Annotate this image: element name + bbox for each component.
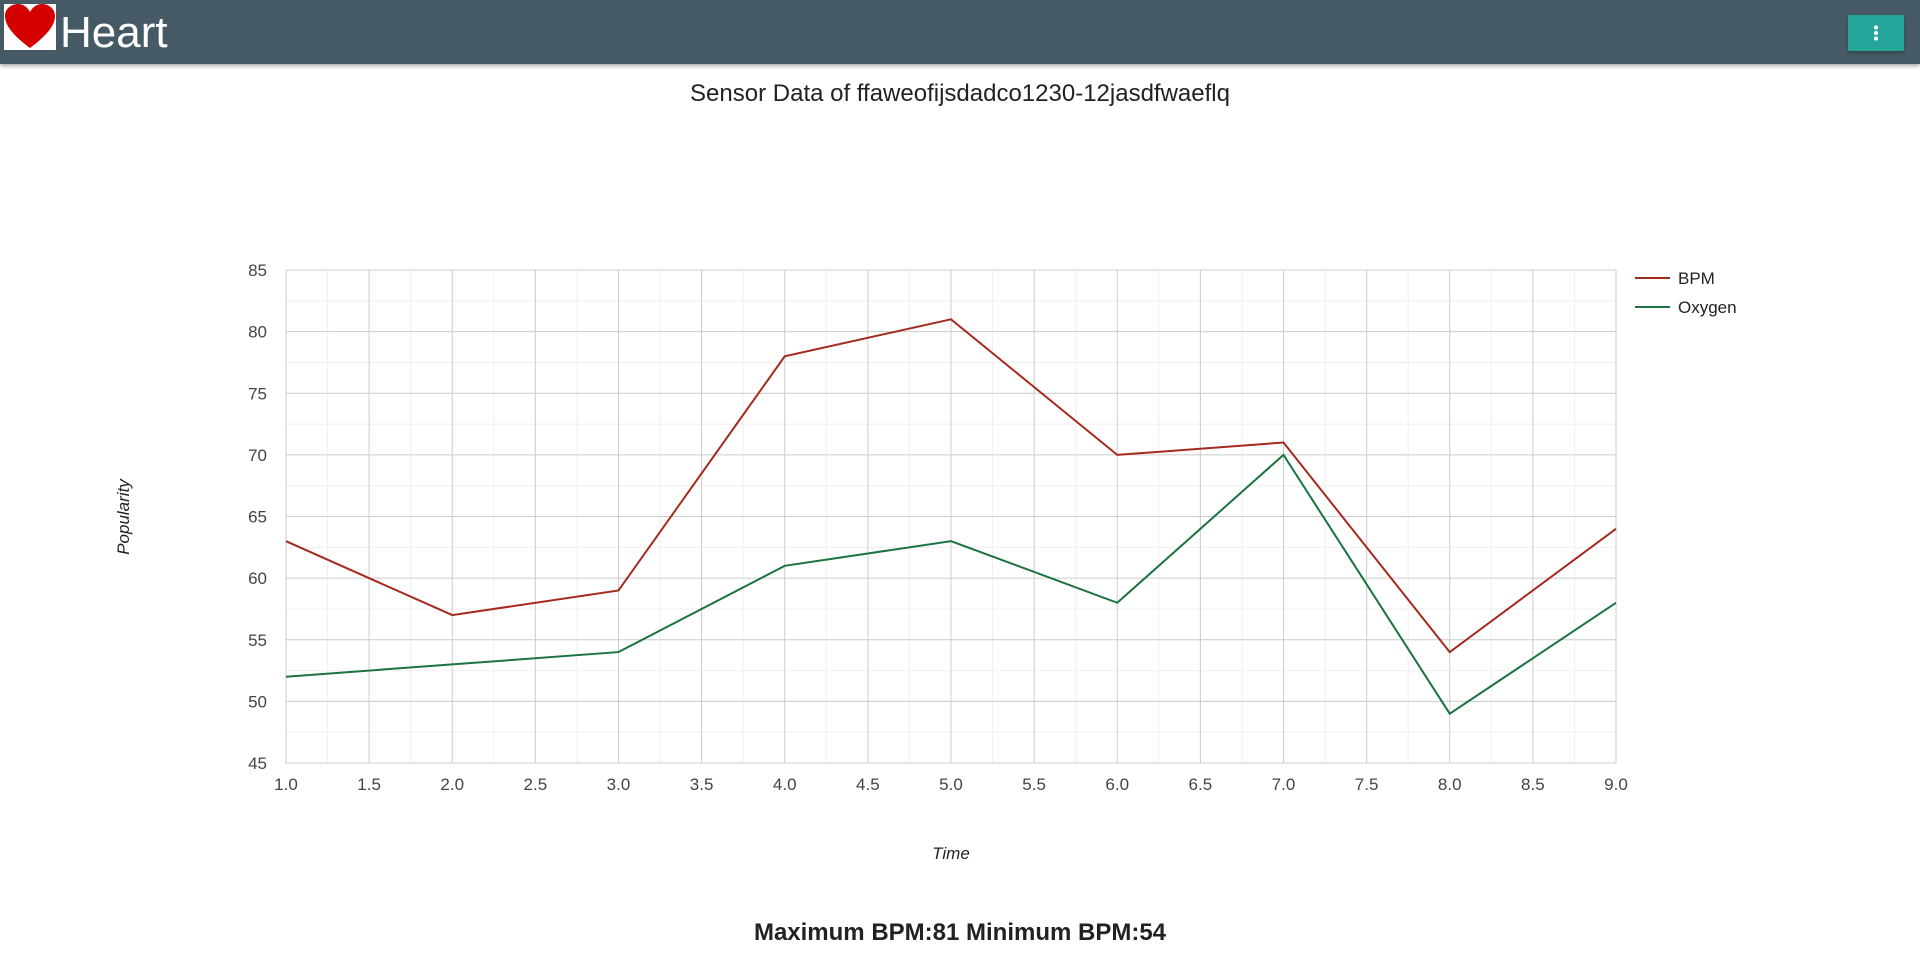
x-tick-label: 2.0	[440, 775, 464, 794]
x-tick-label: 8.0	[1438, 775, 1462, 794]
x-tick-label: 7.5	[1355, 775, 1379, 794]
x-tick-label: 5.5	[1022, 775, 1046, 794]
app-bar: Heart	[0, 0, 1920, 64]
y-tick-label: 60	[248, 569, 267, 588]
y-tick-label: 80	[248, 323, 267, 342]
x-tick-label: 2.5	[524, 775, 548, 794]
plot-border	[285, 269, 1617, 764]
x-tick-label: 3.0	[607, 775, 631, 794]
line-chart: 1.0 1.5 2.0 2.5 3.0 3.5 4.0 4.5 5.0 5.5 6.0 6.5 7.0 7…	[114, 261, 1737, 863]
x-tick-label: 1.5	[357, 775, 381, 794]
x-tick-label: 3.5	[690, 775, 714, 794]
y-tick-label: 45	[248, 754, 267, 773]
x-tick-label: 9.0	[1604, 775, 1628, 794]
y-axis-title: Popularity	[114, 478, 133, 555]
legend-label-bpm: BPM	[1678, 269, 1715, 288]
y-tick-label: 70	[248, 446, 267, 465]
x-tick-label: 6.5	[1189, 775, 1213, 794]
x-tick-label: 4.5	[856, 775, 880, 794]
x-tick-label: 4.0	[773, 775, 797, 794]
x-axis-title: Time	[932, 844, 970, 863]
legend-label-oxygen: Oxygen	[1678, 298, 1737, 317]
y-tick-label: 75	[248, 384, 267, 403]
heart-icon[interactable]	[4, 4, 56, 50]
x-tick-label: 5.0	[939, 775, 963, 794]
y-tick-label: 50	[248, 692, 267, 711]
menu-button[interactable]	[1848, 15, 1904, 51]
chart-title: Sensor Data of ffaweofijsdadco1230-12jas…	[690, 80, 1230, 107]
y-tick-label: 65	[248, 508, 267, 527]
bpm-summary: Maximum BPM:81 Minimum BPM:54	[753, 919, 1167, 946]
x-tick-label: 7.0	[1272, 775, 1296, 794]
more-vert-icon	[1874, 25, 1878, 41]
x-tick-label: 8.5	[1521, 775, 1545, 794]
y-tick-label: 85	[248, 261, 267, 280]
x-tick-label: 1.0	[274, 775, 298, 794]
y-tick-label: 55	[248, 631, 267, 650]
brand-title[interactable]: Heart	[60, 8, 168, 57]
x-tick-label: 6.0	[1105, 775, 1129, 794]
